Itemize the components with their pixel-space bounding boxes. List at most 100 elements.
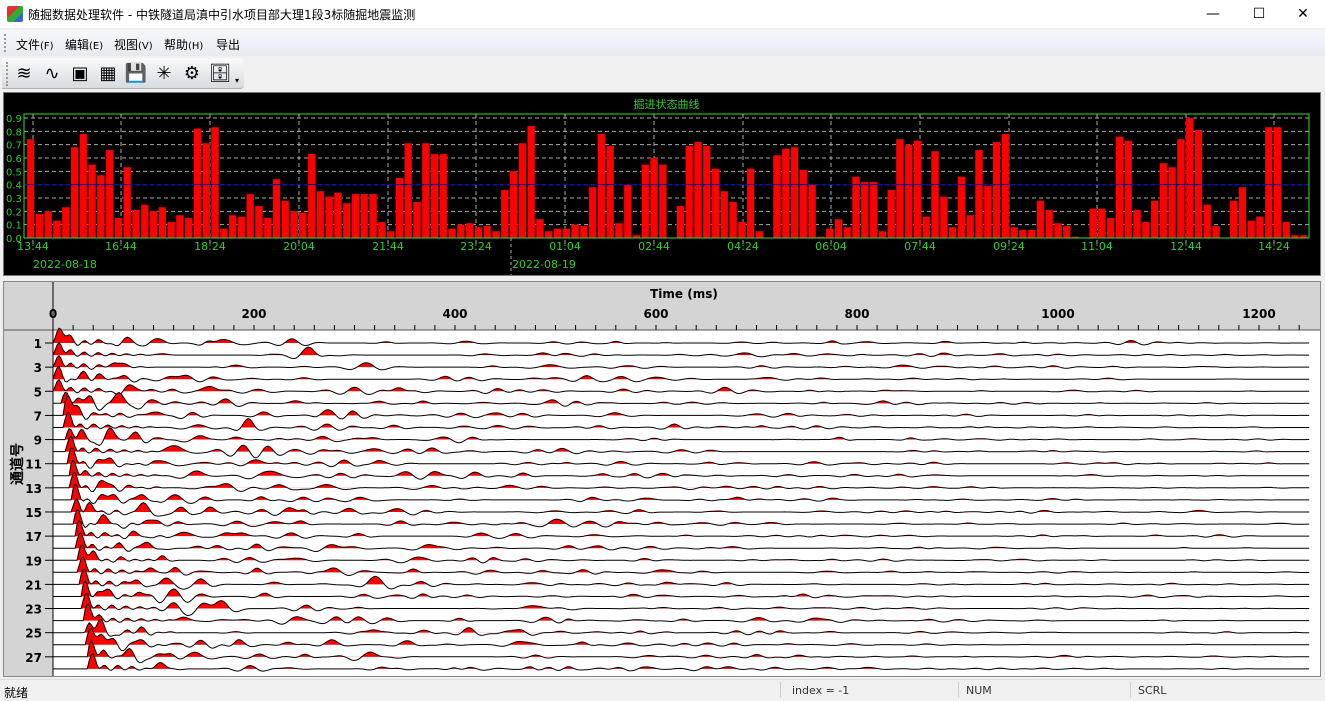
channel-tick-label: 23 <box>25 603 42 617</box>
menu-key: (E) <box>89 41 104 52</box>
x-tick-label: 09:24 <box>993 240 1025 253</box>
seismic-trace <box>53 483 1310 505</box>
toolbar: ≋ ∿ ▣ ▦ 💾 ✳ ⚙ 🗄 ▾ <box>2 58 244 89</box>
menu-label: 视图 <box>114 38 139 52</box>
bar <box>676 205 685 239</box>
seismic-trace <box>53 544 1310 564</box>
bar <box>193 128 202 239</box>
bar <box>44 211 53 239</box>
bar <box>659 164 667 239</box>
menu-view[interactable]: 视图(V) <box>114 36 153 53</box>
bar <box>228 215 237 239</box>
bar <box>1054 223 1062 239</box>
tunneling-status-chart: 掘进状态曲线 0.0 0.1 0.2 0.3 0.4 0.5 0.6 0.7 0.8 0.9 13:4… <box>3 92 1321 276</box>
trace-line <box>53 653 1310 672</box>
gear-icon[interactable]: ⚙ <box>183 63 201 84</box>
seismic-trace <box>53 498 1310 517</box>
bar <box>1229 200 1238 239</box>
channel-axis-header <box>4 330 53 676</box>
trace-line <box>53 483 1310 505</box>
menu-edit[interactable]: 编辑(E) <box>65 36 103 53</box>
toolbar-grip[interactable] <box>6 62 9 86</box>
trace-line <box>53 519 1310 540</box>
bar <box>492 231 500 239</box>
seismic-trace <box>52 354 1310 371</box>
trace-line <box>52 365 1310 383</box>
channel-tick-label: 13 <box>25 482 42 496</box>
bar <box>1203 204 1212 239</box>
seismic-trace <box>53 411 1310 431</box>
bar <box>413 201 421 239</box>
channel-tick-label: 9 <box>34 434 42 448</box>
trace-line <box>52 341 1310 360</box>
cabinet-icon[interactable]: 🗄 <box>208 63 232 84</box>
minimize-button[interactable]: — <box>1206 6 1220 22</box>
window-title: 随掘数据处理软件 - 中铁隧道局滇中引水项目部大理1段3标随掘地震监测 <box>28 8 416 22</box>
bar <box>1150 200 1159 239</box>
bar <box>773 155 781 239</box>
bar <box>1177 139 1185 239</box>
y-tick-label: 0.6 <box>6 154 22 165</box>
bar <box>562 228 571 239</box>
y-tick-label: 0.9 <box>6 114 22 125</box>
menu-key: (H) <box>188 41 204 52</box>
close-button[interactable]: ✕ <box>1297 6 1309 22</box>
bar <box>1282 221 1291 239</box>
date-label: 2022-08-18 <box>33 258 97 271</box>
bar <box>474 227 483 239</box>
save-icon[interactable]: 💾 <box>124 63 148 84</box>
trace-line <box>53 411 1310 431</box>
waveform-dense-icon[interactable]: ≋ <box>16 63 32 84</box>
bar <box>114 217 123 239</box>
channel-tick-label: 7 <box>34 409 42 423</box>
bar <box>711 168 720 239</box>
bar <box>255 205 263 239</box>
x-tick-label: 18:24 <box>194 240 226 253</box>
trace-line <box>53 447 1310 469</box>
time-axis-title: Time (ms) <box>650 287 718 301</box>
channel-axis-title: 通道号 <box>9 443 26 485</box>
radar-icon[interactable]: ✳ <box>156 63 172 84</box>
image-card-icon[interactable]: ▣ <box>71 63 89 84</box>
waveform-single-icon[interactable]: ∿ <box>44 63 60 84</box>
seismic-trace <box>53 509 1310 529</box>
x-tick-label: 13:44 <box>17 240 49 253</box>
bar <box>176 215 184 239</box>
trace-line <box>53 532 1310 553</box>
bar <box>421 143 430 239</box>
time-tick-label: 400 <box>442 307 467 321</box>
bar <box>852 176 860 239</box>
seismic-trace <box>53 471 1310 493</box>
bar <box>1106 217 1115 239</box>
x-tick-label: 01:04 <box>549 240 581 253</box>
trace-line <box>53 391 1310 411</box>
bar <box>1256 216 1264 239</box>
trace-positive-fill <box>53 628 1310 645</box>
seismic-trace <box>53 603 1310 625</box>
bar <box>1141 221 1150 239</box>
bar <box>281 200 290 239</box>
film-icon[interactable]: ▦ <box>99 63 117 84</box>
seismic-trace <box>52 327 1310 347</box>
bar <box>70 147 79 239</box>
seismic-trace <box>53 627 1310 652</box>
bar <box>430 153 439 239</box>
status-scrl: SCRL <box>1138 684 1167 697</box>
seismic-trace-panel: Time (ms) 0 200 400 600 800 1000 1200 通道号 1 3 5 7 9 11… <box>3 281 1321 677</box>
maximize-button[interactable]: ☐ <box>1252 6 1266 22</box>
trace-line <box>53 395 1310 420</box>
menu-help[interactable]: 帮助(H) <box>164 36 203 53</box>
channel-tick-label: 27 <box>25 651 42 665</box>
seismic-trace <box>53 519 1310 540</box>
toolbar-overflow-icon[interactable]: ▾ <box>235 76 240 85</box>
menu-grip[interactable] <box>4 34 7 52</box>
bar <box>369 193 377 239</box>
bar <box>307 153 316 239</box>
bar <box>808 184 816 239</box>
bar <box>720 191 729 239</box>
menu-export[interactable]: 导出 <box>216 36 240 53</box>
trace-line <box>53 580 1310 604</box>
bar <box>650 157 658 239</box>
bar <box>26 139 35 239</box>
menu-file[interactable]: 文件(F) <box>16 36 54 53</box>
